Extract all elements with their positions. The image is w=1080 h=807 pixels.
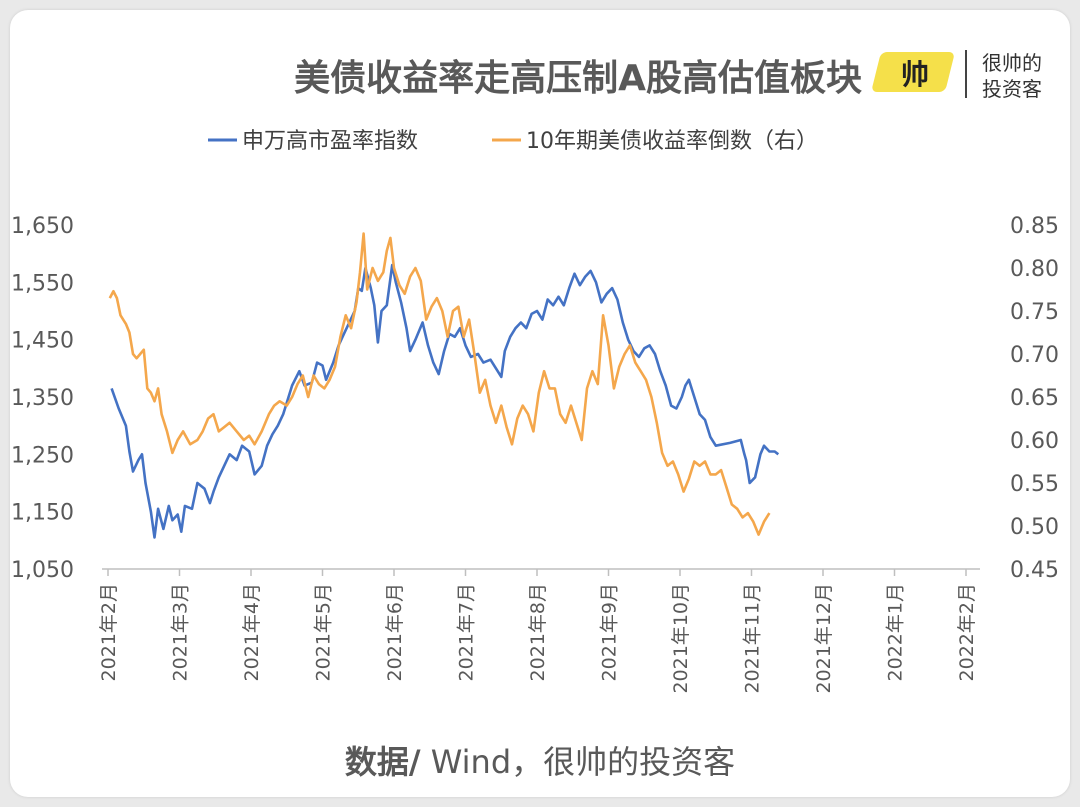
chart-title: 美债收益率走高压制A股高估值板块 [294, 58, 862, 99]
y-left-tick-label: 1,450 [11, 329, 74, 354]
y-axis-left: 1,650 1,550 1,450 1,350 1,250 1,150 1,050 [11, 214, 74, 583]
y-right-tick-label: 0.60 [1010, 429, 1059, 454]
x-tick-label: 2022年1月 [885, 583, 907, 681]
y-right-tick-label: 0.85 [1010, 214, 1059, 239]
x-tick-label: 2022年2月 [956, 583, 978, 681]
y-left-tick-label: 1,050 [11, 558, 74, 583]
y-axis-right: 0.85 0.80 0.75 0.70 0.65 0.60 0.55 0.50 0.45 [1010, 214, 1059, 583]
legend-label-series-2: 10年期美债收益率倒数（右） [526, 129, 818, 154]
x-tick-label: 2021年11月 [742, 583, 764, 694]
y-right-tick-label: 0.50 [1010, 515, 1059, 540]
y-left-tick-label: 1,350 [11, 386, 74, 411]
y-right-tick-label: 0.45 [1010, 558, 1059, 583]
logo-badge-icon [872, 52, 954, 92]
brand-line-2: 投资客 [982, 77, 1042, 101]
y-right-tick-label: 0.55 [1010, 472, 1059, 497]
series-line-2 [108, 232, 771, 536]
legend-label-series-1: 申万高市盈率指数 [242, 129, 418, 154]
y-right-tick-label: 0.75 [1010, 300, 1059, 325]
y-left-tick-label: 1,550 [11, 271, 74, 296]
y-left-tick-label: 1,150 [11, 501, 74, 526]
source-label: 数据/ [345, 743, 421, 781]
x-tick-label: 2021年3月 [170, 583, 192, 681]
brand-logo: 帅 很帅的 投资客 [872, 50, 1042, 101]
y-right-tick-label: 0.65 [1010, 386, 1059, 411]
y-right-tick-label: 0.70 [1010, 343, 1059, 368]
x-tick-label: 2021年7月 [456, 583, 478, 681]
y-right-tick-label: 0.80 [1010, 257, 1059, 282]
y-left-tick-label: 1,250 [11, 443, 74, 468]
x-tick-label: 2021年12月 [813, 583, 835, 694]
source-note: 数据/ Wind，很帅的投资客 [345, 743, 735, 781]
y-left-tick-label: 1,650 [11, 214, 74, 239]
x-tick-label: 2021年5月 [313, 583, 335, 681]
brand-line-1: 很帅的 [982, 51, 1042, 75]
x-tick-label: 2021年2月 [98, 583, 120, 681]
x-tick-label: 2021年4月 [241, 583, 263, 681]
x-axis: 2021年2月 2021年3月 2021年4月 2021年5月 2021年6月 2021年… [98, 569, 978, 694]
series-line-1 [110, 263, 780, 539]
series-layer [108, 232, 780, 539]
x-tick-label: 2021年6月 [384, 583, 406, 681]
legend: 申万高市盈率指数 10年期美债收益率倒数（右） [208, 129, 818, 154]
x-tick-label: 2021年10月 [670, 583, 692, 694]
x-tick-label: 2021年8月 [527, 583, 549, 681]
x-tick-label: 2021年9月 [599, 583, 621, 681]
source-text: Wind，很帅的投资客 [421, 743, 736, 781]
chart-card [10, 10, 1070, 797]
logo-glyph: 帅 [901, 58, 929, 91]
